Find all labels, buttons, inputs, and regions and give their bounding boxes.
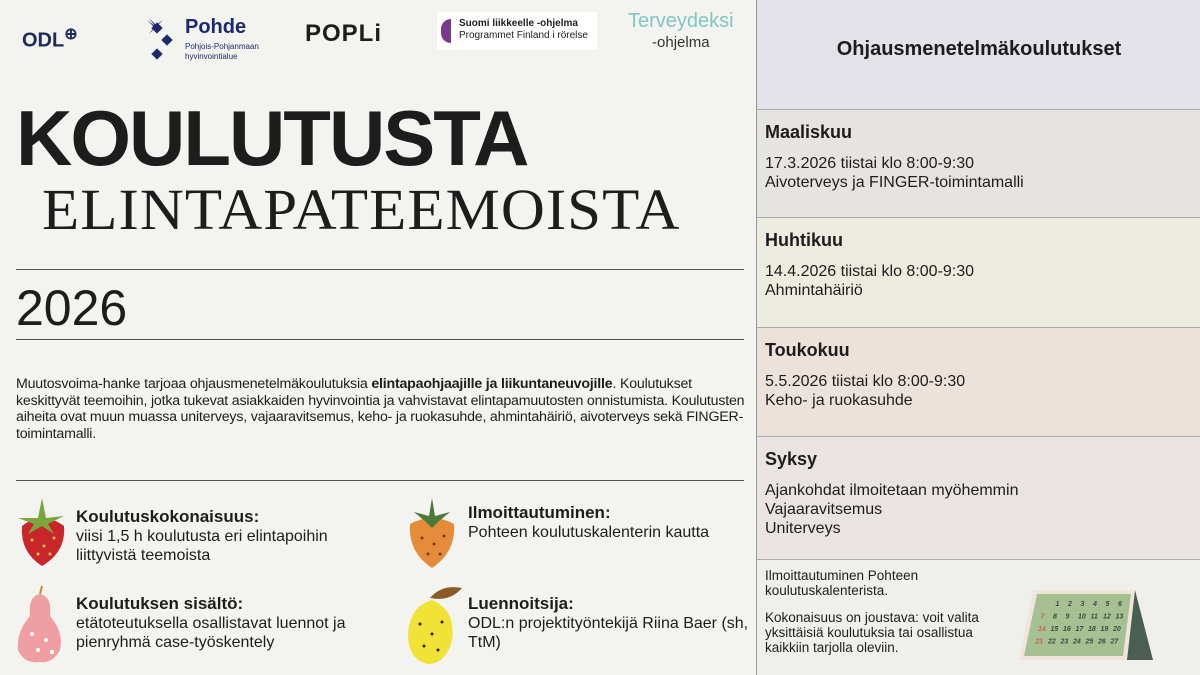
footer-flexible: Kokonaisuus on joustava: voit valita yks…: [765, 610, 979, 655]
schedule-panel: Ohjausmenetelmäkoulutukset Maaliskuu 17.3…: [756, 0, 1200, 675]
session-line: 5.5.2026 tiistai klo 8:00-9:30: [765, 373, 966, 390]
calendar-day: 21: [1035, 639, 1044, 646]
footer-registration: Ilmoittautuminen Pohteen koulutuskalente…: [765, 568, 919, 598]
calendar-day: 23: [1060, 639, 1069, 646]
popli-logo: POPLi: [305, 20, 383, 47]
session-line: Ahmintahäiriö: [765, 282, 863, 299]
pohde-mark-icon: [147, 18, 173, 60]
pohde-sub: Pohjois-Pohjanmaan: [185, 42, 259, 51]
suomi-liikkeelle-logo: Suomi liikkeelle -ohjelma Programmet Finl…: [437, 12, 597, 50]
orange-strawberry-icon: [409, 498, 455, 568]
calendar-day: 18: [1088, 626, 1096, 633]
calendar-day: 22: [1047, 639, 1056, 646]
calendar-day: 17: [1076, 626, 1085, 633]
calendar-day: 2: [1067, 601, 1072, 608]
calendar-day: 26: [1097, 639, 1106, 646]
session-line: Keho- ja ruokasuhde: [765, 392, 913, 409]
schedule-title: Ohjausmenetelmäkoulutukset: [757, 0, 1200, 110]
poster-left: ODL⊕ Pohde Pohjois-Pohjanmaan hyvinvointi…: [0, 10, 756, 664]
session-line: Aivoterveys ja FINGER-toimintamalli: [765, 174, 1024, 191]
odl-logo: ODL⊕: [22, 26, 78, 52]
divider: [16, 269, 744, 270]
session-line: Vajaaravitsemus: [765, 501, 883, 518]
schedule-footer: Ilmoittautuminen Pohteen koulutuskalente…: [757, 560, 1200, 675]
calendar-day: 25: [1085, 639, 1094, 646]
calendar-day: 24: [1072, 639, 1081, 646]
schedule-section: Toukokuu 5.5.2026 tiistai klo 8:00-9:30 Ke…: [757, 328, 1200, 437]
session-line: Uniterveys: [765, 520, 841, 537]
calendar-day: 1: [1056, 601, 1060, 608]
intro-text: Muutosvoima-hanke tarjoaa ohjausmenetelm…: [16, 376, 745, 442]
feature-registration: Ilmoittautuminen: Pohteen koulutuskalente…: [468, 503, 710, 541]
calendar-day: 8: [1053, 614, 1057, 621]
month-label: Syksy: [765, 449, 818, 469]
feature-training-package: Koulutuskokonaisuus: viisi 1,5 h koulutus…: [76, 507, 328, 564]
pohde-sub: hyvinvointialue: [185, 52, 238, 61]
terveydeksi-logo: Terveydeksi -ohjelma: [628, 10, 734, 51]
partner-logos: ODL⊕ Pohde Pohjois-Pohjanmaan hyvinvointi…: [0, 10, 756, 61]
calendar-day: 6: [1118, 601, 1122, 608]
divider: [16, 480, 744, 481]
calendar-day: 9: [1066, 614, 1070, 621]
feature-lecturer: Luennoitsija: ODL:n projektityöntekijä Ri…: [468, 594, 749, 651]
session-line: 14.4.2026 tiistai klo 8:00-9:30: [765, 263, 975, 280]
schedule-section: Huhtikuu 14.4.2026 tiistai klo 8:00-9:30 A…: [757, 218, 1200, 328]
calendar-day: 11: [1091, 614, 1098, 621]
calendar-day: 5: [1106, 601, 1110, 608]
session-line: 17.3.2026 tiistai klo 8:00-9:30: [765, 155, 975, 172]
calendar-day: 7: [1041, 614, 1046, 621]
calendar-day: 4: [1092, 601, 1097, 608]
calendar-day: 16: [1063, 626, 1071, 633]
strawberry-icon: [18, 498, 65, 566]
schedule-section: Maaliskuu 17.3.2026 tiistai klo 8:00-9:30…: [757, 110, 1200, 218]
month-label: Toukokuu: [765, 340, 850, 360]
pohde-logo: Pohde Pohjois-Pohjanmaan hyvinvointialue: [145, 16, 259, 75]
schedule-section: Syksy Ajankohdat ilmoitetaan myöhemmin Vaj…: [757, 437, 1200, 560]
calendar-day: 14: [1038, 626, 1046, 633]
title-main: KOULUTUSTA: [16, 94, 529, 182]
calendar-day: 15: [1051, 626, 1059, 633]
session-line: Ajankohdat ilmoitetaan myöhemmin: [765, 482, 1019, 499]
calendar-day: 27: [1110, 639, 1120, 646]
year: 2026: [16, 280, 128, 336]
calendar-day: 19: [1101, 626, 1109, 633]
month-label: Maaliskuu: [765, 122, 853, 142]
month-label: Huhtikuu: [765, 230, 843, 250]
calendar-day: 3: [1081, 601, 1085, 608]
feature-content: Koulutuksen sisältö: etätoteutuksella osa…: [76, 594, 346, 651]
calendar-day: 20: [1112, 626, 1121, 633]
divider: [16, 339, 744, 340]
calendar-day: 13: [1116, 614, 1124, 621]
title-sub: ELINTAPATEEMOISTA: [42, 177, 681, 242]
calendar-day: 10: [1078, 614, 1086, 621]
pear-icon: [17, 585, 61, 663]
calendar-day: 12: [1103, 614, 1111, 621]
lemon-icon: [408, 587, 462, 664]
